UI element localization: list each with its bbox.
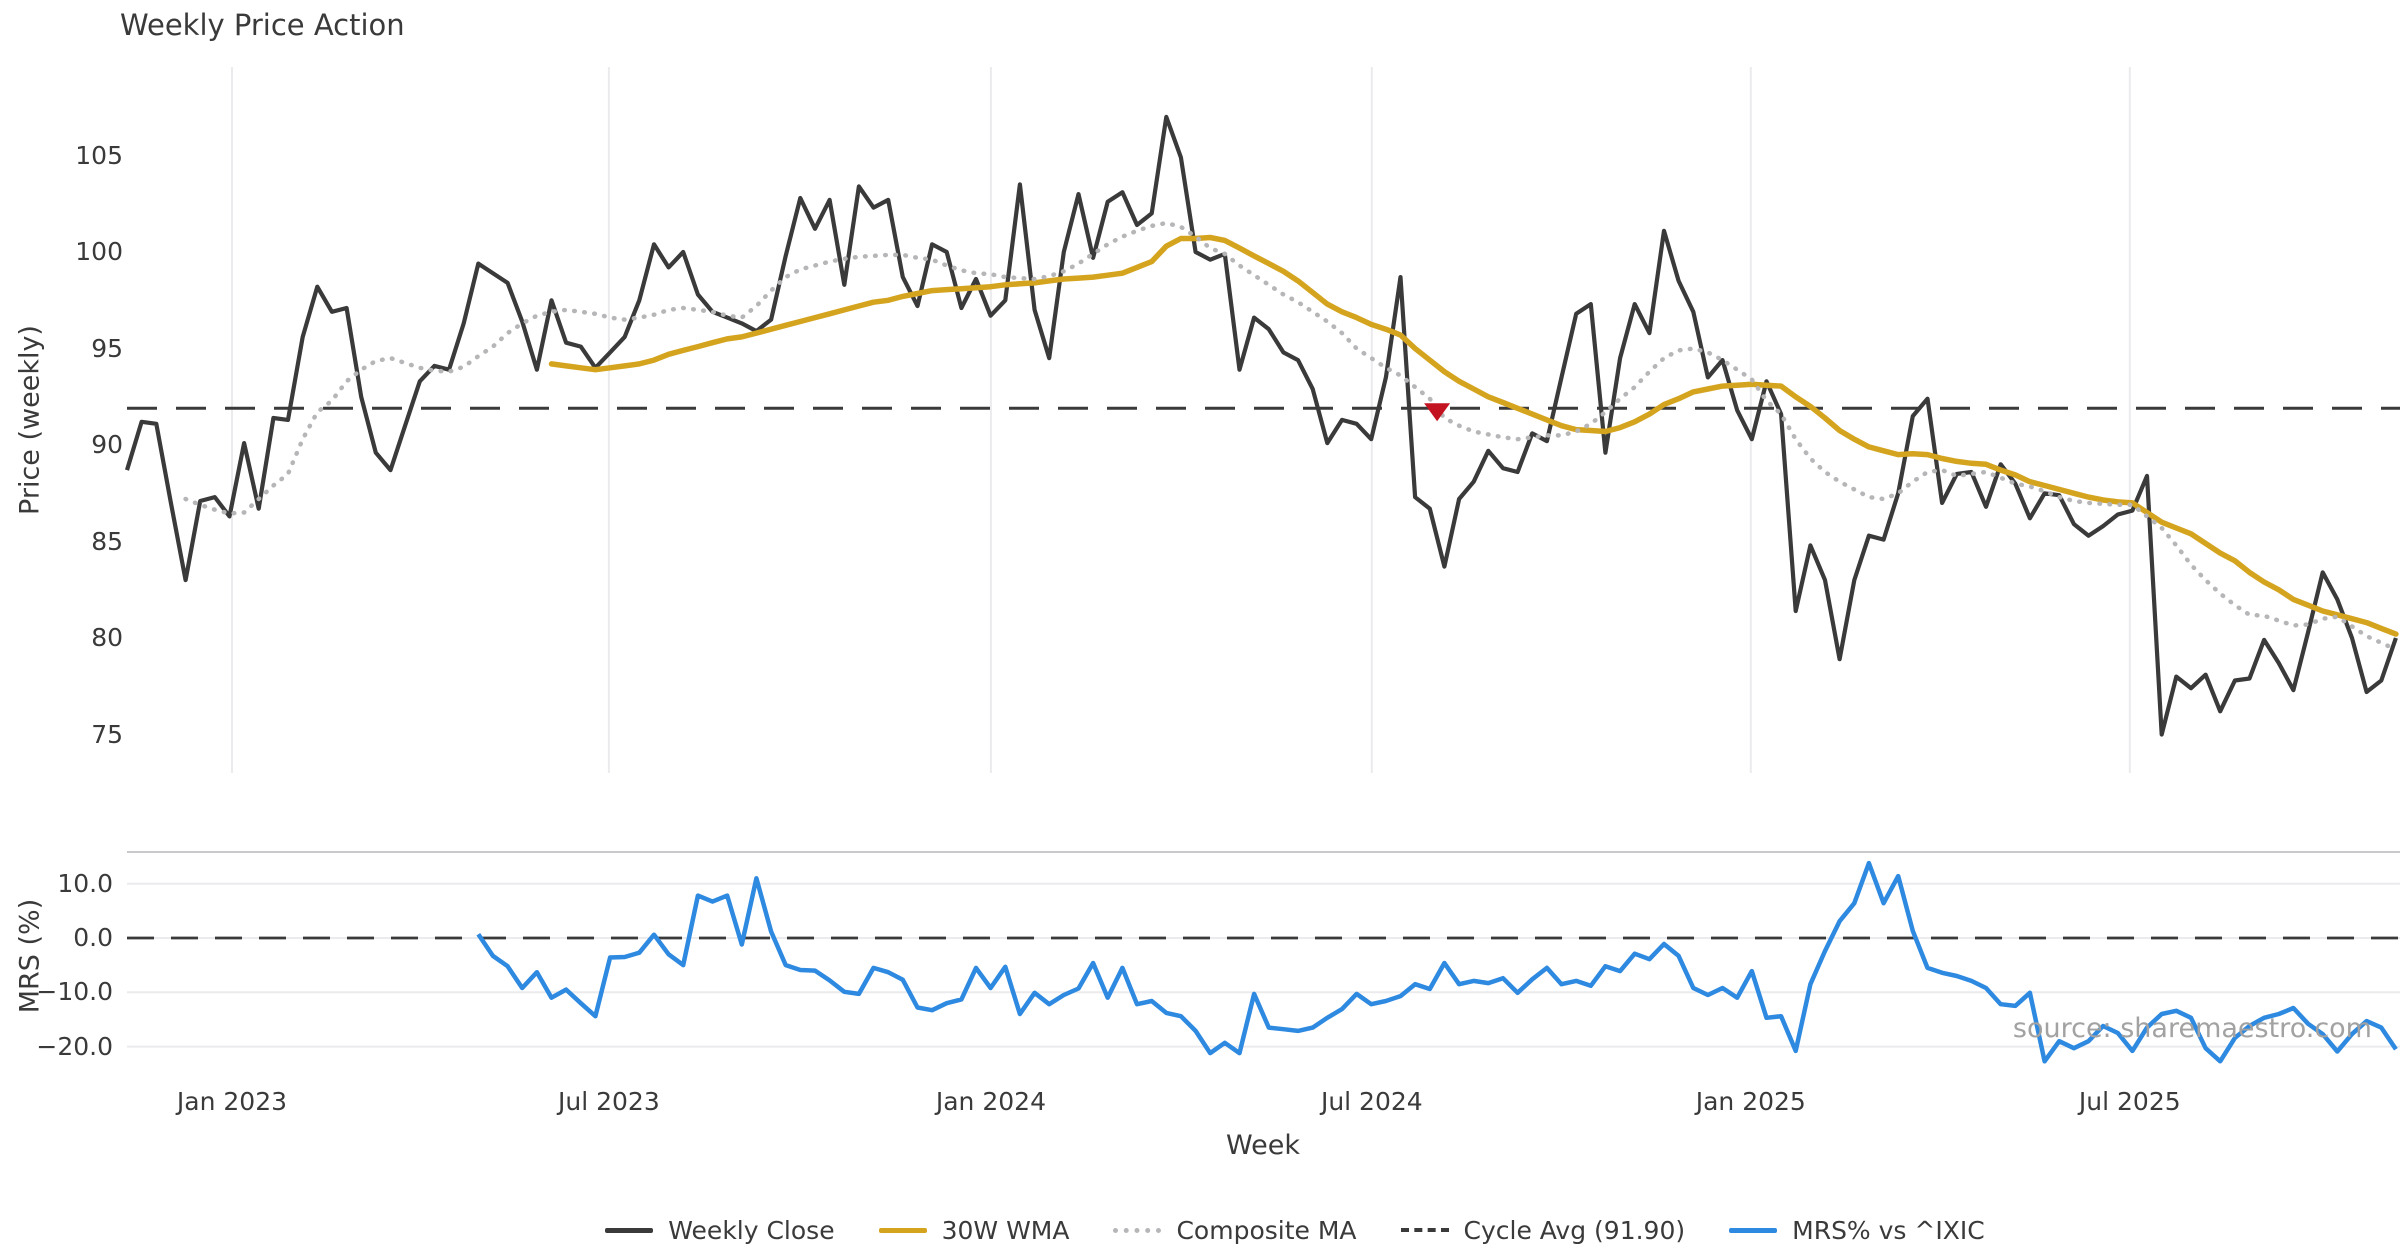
price-ytick-label: 75 bbox=[91, 719, 123, 749]
price-ytick-label: 100 bbox=[75, 237, 123, 266]
cycle-avg-swatch-icon bbox=[1400, 1228, 1449, 1232]
price-ytick-label: 80 bbox=[91, 623, 123, 652]
legend-label: MRS% vs ^IXIC bbox=[1792, 1215, 1985, 1245]
x-tick-label: Jul 2023 bbox=[558, 1087, 660, 1116]
mrs-ytick-label: −20.0 bbox=[36, 1031, 113, 1061]
x-tick-label: Jan 2025 bbox=[1695, 1087, 1806, 1116]
mrs-line bbox=[476, 860, 2398, 1064]
price-ytick-label: 85 bbox=[91, 526, 123, 556]
legend: Weekly Close 30W WMA Composite MA Cycle … bbox=[0, 1202, 2400, 1258]
page-title: Weekly Price Action bbox=[120, 8, 405, 42]
weekly-close-line bbox=[124, 114, 2398, 737]
legend-label: Composite MA bbox=[1176, 1215, 1357, 1245]
x-axis-label: Week bbox=[1226, 1130, 1300, 1161]
x-tick-label: Jul 2024 bbox=[1320, 1087, 1423, 1116]
legend-item-mrs: MRS% vs ^IXIC bbox=[1729, 1216, 1985, 1245]
x-tick-label: Jan 2023 bbox=[176, 1087, 288, 1116]
wma-line bbox=[548, 234, 2399, 637]
mrs-swatch-icon bbox=[1729, 1227, 1778, 1233]
composite-ma-line bbox=[183, 220, 2399, 652]
x-tick-label: Jul 2025 bbox=[2078, 1087, 2181, 1116]
mrs-ytick-label: −10.0 bbox=[36, 977, 113, 1007]
price-ytick-label: 95 bbox=[91, 333, 123, 363]
mrs-ytick-label: 0.0 bbox=[73, 923, 113, 952]
sell-signal-marker bbox=[1424, 403, 1451, 422]
price-ytick-label: 105 bbox=[75, 140, 123, 170]
price-ytick-label: 90 bbox=[91, 430, 123, 459]
x-tick-label: Jan 2024 bbox=[935, 1087, 1046, 1116]
source-watermark: source: sharemaestro.com bbox=[2012, 1013, 2372, 1044]
legend-item-composite-ma: Composite MA bbox=[1113, 1215, 1357, 1245]
legend-label: Cycle Avg (91.90) bbox=[1463, 1215, 1686, 1245]
legend-label: Weekly Close bbox=[668, 1215, 835, 1245]
mrs-ytick-label: 10.0 bbox=[57, 868, 113, 898]
legend-item-weekly-close: Weekly Close bbox=[605, 1215, 835, 1245]
wma-swatch-icon bbox=[878, 1227, 927, 1233]
legend-item-30w-wma: 30W WMA bbox=[878, 1215, 1070, 1245]
composite-ma-swatch-icon bbox=[1113, 1227, 1162, 1233]
weekly-close-swatch-icon bbox=[605, 1227, 654, 1233]
legend-label: 30W WMA bbox=[941, 1215, 1070, 1245]
legend-item-cycle-avg: Cycle Avg (91.90) bbox=[1400, 1215, 1686, 1245]
